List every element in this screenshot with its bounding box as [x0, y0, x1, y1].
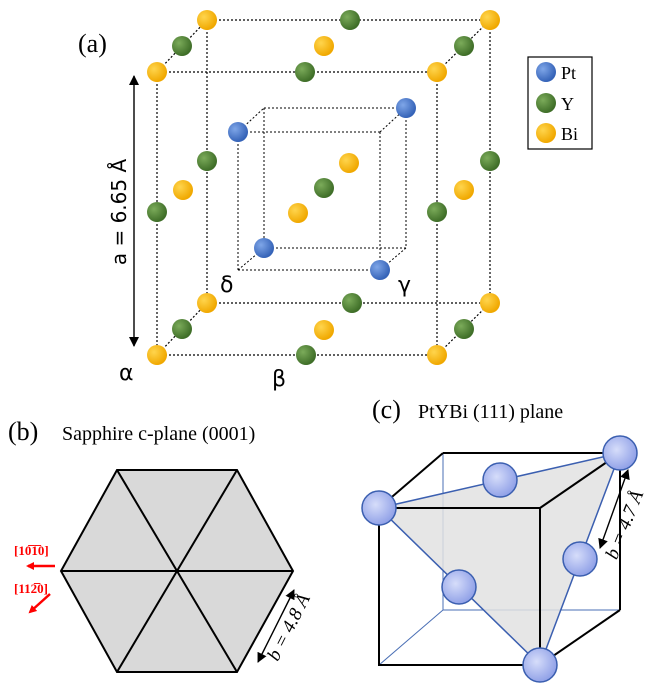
- hexagon-diagonals: [61, 469, 293, 673]
- bi-atom: [173, 180, 193, 200]
- y-atom: [197, 151, 217, 171]
- plane-atom: [522, 647, 558, 683]
- y-atom: [172, 36, 192, 56]
- y-atom: [295, 62, 315, 82]
- pt-atom: [396, 98, 416, 118]
- bi-atom: [147, 62, 167, 82]
- y-atoms: [147, 10, 500, 365]
- y-atom: [454, 36, 474, 56]
- legend-bi-swatch: [536, 123, 556, 143]
- plane-atom: [562, 541, 598, 577]
- direction-2-label: [112̅0]: [14, 581, 48, 596]
- corner-gamma: γ: [398, 273, 411, 298]
- corner-beta: β: [272, 367, 286, 392]
- corner-delta: δ: [220, 273, 233, 298]
- pt-atom: [370, 260, 390, 280]
- panel-a-label: (a): [78, 29, 107, 58]
- panel-a: (a): [78, 10, 593, 392]
- corner-alpha: α: [119, 361, 134, 386]
- bi-atom: [288, 203, 308, 223]
- panel-b-label: (b): [8, 417, 38, 446]
- plane-atoms: [361, 435, 638, 683]
- lattice-c-arrow: [598, 469, 630, 549]
- plane-atom: [361, 490, 397, 526]
- panel-c: (c) PtYBi (111) plane: [361, 395, 648, 683]
- legend: Pt Y Bi: [527, 56, 593, 150]
- panel-c-title: PtYBi (111) plane: [418, 401, 563, 423]
- y-atom: [314, 178, 334, 198]
- bi-atoms: [147, 10, 500, 365]
- y-atom: [427, 202, 447, 222]
- direction-1-label: [10̅1̅0]: [14, 543, 49, 558]
- bi-atom: [427, 62, 447, 82]
- y-atom: [172, 319, 192, 339]
- bi-atom: [339, 153, 359, 173]
- y-atom: [454, 319, 474, 339]
- legend-bi-label: Bi: [561, 124, 578, 144]
- bi-atom: [197, 10, 217, 30]
- y-atom: [296, 345, 316, 365]
- bi-atom: [480, 10, 500, 30]
- legend-pt-swatch: [536, 62, 556, 82]
- plane-atom: [441, 569, 477, 605]
- bi-atom: [314, 36, 334, 56]
- pt-atom: [228, 122, 248, 142]
- y-atom: [147, 202, 167, 222]
- bi-atom: [197, 293, 217, 313]
- y-atom: [342, 293, 362, 313]
- bi-atom: [480, 293, 500, 313]
- y-atom: [480, 151, 500, 171]
- direction-2-arrow: [28, 593, 51, 614]
- plane-atom: [602, 435, 638, 471]
- lattice-b-arrow: [257, 589, 295, 663]
- lattice-a-label: a = 6.65 Å: [107, 159, 131, 266]
- pt-atoms: [228, 98, 416, 280]
- panel-c-label: (c): [372, 395, 401, 424]
- bi-atom: [454, 180, 474, 200]
- bi-atom: [314, 320, 334, 340]
- bi-atom: [147, 345, 167, 365]
- pt-atom: [254, 238, 274, 258]
- panel-b-title: Sapphire c-plane (0001): [62, 423, 255, 445]
- legend-y-swatch: [536, 93, 556, 113]
- bi-atom: [427, 345, 447, 365]
- legend-pt-label: Pt: [561, 63, 576, 83]
- plane-atom: [482, 462, 518, 498]
- panel-b: (b) Sapphire c-plane (0001) [10̅1̅0] [11…: [8, 417, 315, 673]
- legend-y-label: Y: [561, 94, 574, 114]
- y-atom: [340, 10, 360, 30]
